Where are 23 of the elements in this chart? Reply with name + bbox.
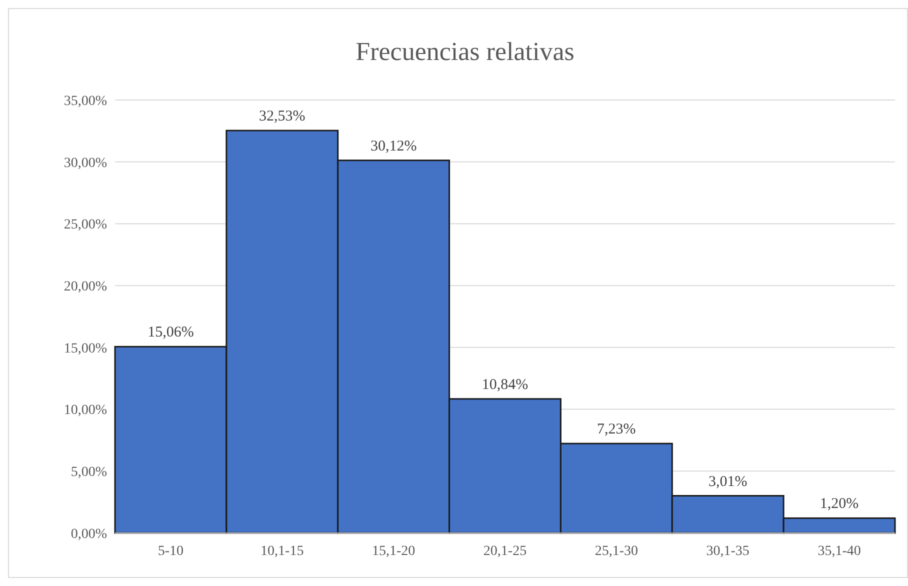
x-tick-label: 15,1-20 <box>372 544 416 559</box>
y-tick-label: 30,00% <box>64 156 108 171</box>
chart-title: Frecuencias relativas <box>356 37 574 66</box>
y-tick-label: 0,00% <box>70 526 108 542</box>
y-tick-label: 35,00% <box>64 94 108 109</box>
x-tick-label: 35,1-40 <box>818 544 861 559</box>
data-label: 7,23% <box>597 422 636 438</box>
x-tick-label: 30,1-35 <box>706 544 750 559</box>
y-tick-label: 10,00% <box>64 403 108 418</box>
x-tick-label: 5-10 <box>158 544 184 559</box>
x-tick-label: 20,1-25 <box>483 544 527 559</box>
y-tick-label: 5,00% <box>70 465 108 480</box>
x-tick-label: 10,1-15 <box>260 544 304 559</box>
data-label: 10,84% <box>482 376 528 393</box>
x-tick-label: 25,1-30 <box>594 544 638 559</box>
data-label: 32,53% <box>259 108 306 125</box>
y-tick-label: 25,00% <box>64 218 108 233</box>
data-label: 15,06% <box>148 324 194 341</box>
y-tick-label: 20,00% <box>64 279 108 294</box>
data-label: 1,20% <box>820 496 859 512</box>
y-tick-label: 15,00% <box>64 341 108 356</box>
data-label: 30,12% <box>370 138 417 154</box>
data-label: 3,01% <box>708 474 748 490</box>
